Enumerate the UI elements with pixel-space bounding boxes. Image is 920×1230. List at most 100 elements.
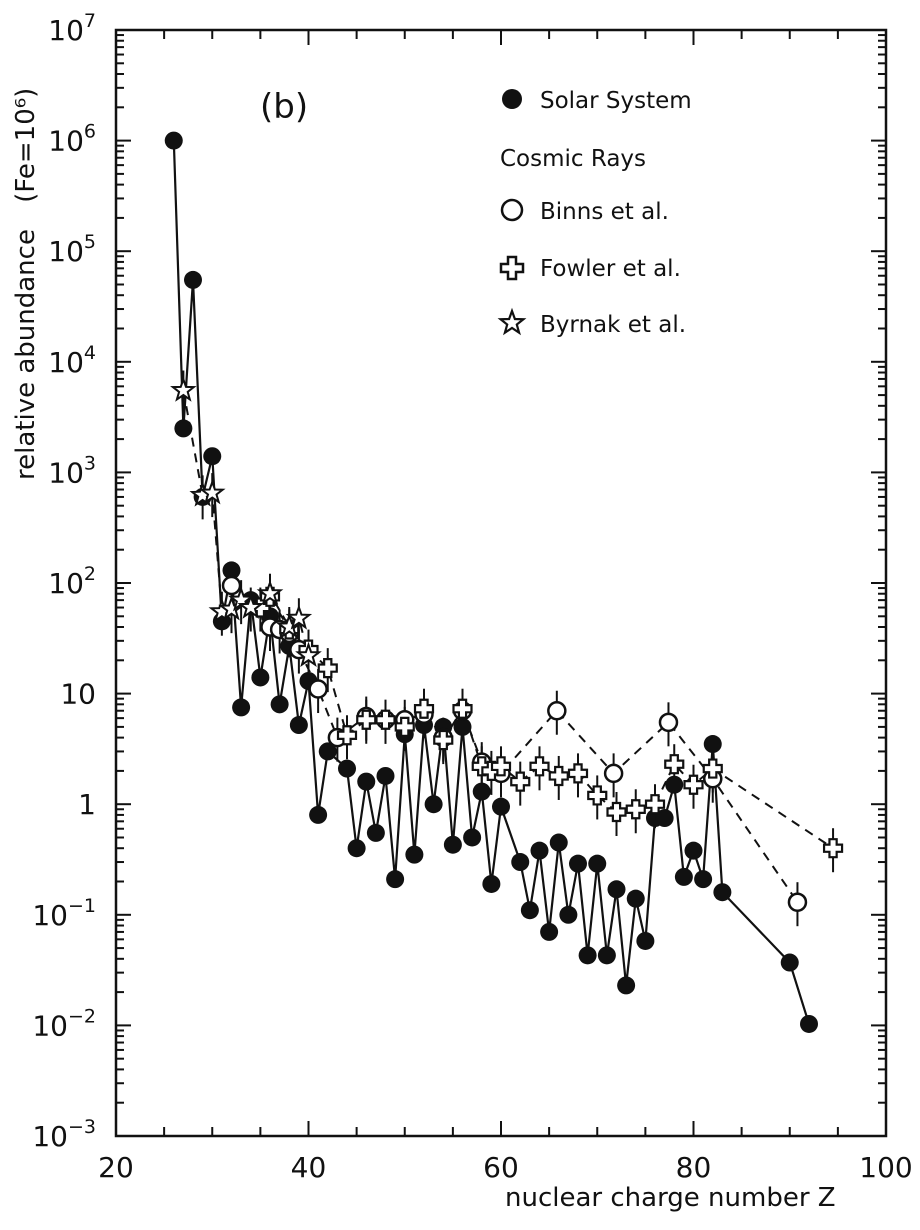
legend-marker-filled-circle	[502, 89, 522, 109]
y-axis-label: relative abundance	[11, 229, 41, 480]
point-solar-system	[203, 447, 222, 466]
y-tick-label: 106	[48, 121, 96, 158]
x-axis-title: nuclear charge number Z	[505, 1183, 836, 1213]
point-solar-system	[569, 854, 587, 873]
point-fowler	[625, 799, 646, 820]
point-solar-system	[463, 828, 482, 847]
point-solar-system	[800, 1014, 818, 1033]
point-solar-system	[540, 922, 559, 941]
y-tick-label: 104	[48, 342, 96, 379]
y-tick-exponent: 3	[84, 452, 96, 474]
x-tick-label: 100	[859, 1151, 912, 1184]
panel-label: (b)	[260, 87, 308, 127]
point-fowler	[664, 754, 685, 775]
x-tick-label: 80	[676, 1151, 712, 1184]
legend-label: Fowler et al.	[540, 256, 681, 282]
point-solar-system	[289, 716, 308, 735]
series-line	[172, 140, 811, 1025]
legend-item-solar-system: Solar System	[502, 88, 692, 114]
point-solar-system	[520, 901, 539, 920]
point-binns	[787, 892, 808, 912]
point-fowler	[822, 838, 844, 859]
x-tick-label: 40	[291, 1151, 327, 1184]
x-tick-label: 60	[483, 1151, 519, 1184]
y-tick-label: 10	[60, 678, 96, 711]
point-solar-system	[626, 889, 645, 908]
point-fowler	[452, 698, 473, 719]
point-solar-system	[270, 695, 289, 714]
point-fowler	[683, 774, 704, 795]
point-solar-system	[511, 853, 530, 872]
point-solar-system	[376, 766, 395, 785]
y-tick-exponent: −3	[68, 1116, 96, 1138]
legend-label: Binns et al.	[540, 199, 669, 225]
legend-item-binns: Binns et al.	[500, 198, 669, 225]
point-fowler	[317, 658, 338, 679]
legend-label: Solar System	[540, 88, 692, 114]
legend-marker-open-cross	[499, 255, 525, 281]
y-tick-exponent: 4	[84, 342, 96, 364]
point-binns	[603, 763, 624, 784]
y-tick-label: 107	[48, 10, 96, 47]
data-points	[164, 131, 844, 1033]
point-solar-system	[655, 809, 674, 828]
point-solar-system	[366, 823, 385, 842]
point-solar-system	[549, 833, 568, 852]
point-fowler	[702, 758, 723, 779]
point-fowler	[356, 709, 377, 730]
point-fowler	[567, 763, 589, 784]
point-fowler	[529, 756, 550, 777]
point-solar-system	[492, 797, 510, 816]
y-tick-base: 10	[32, 899, 68, 932]
y-tick-exponent: 5	[84, 231, 96, 253]
point-binns	[658, 712, 679, 733]
point-byrnak	[256, 579, 284, 605]
y-tick-label: 102	[48, 563, 96, 600]
point-solar-system	[184, 270, 202, 289]
point-fowler	[433, 729, 454, 751]
y-tick-exponent: 6	[84, 121, 96, 143]
point-solar-system	[222, 561, 241, 580]
point-solar-system	[694, 870, 713, 889]
point-byrnak	[237, 593, 265, 619]
axis-ticks	[115, 29, 887, 1137]
y-tick-label: 10−3	[32, 1116, 96, 1153]
point-solar-system	[443, 835, 462, 854]
y-tick-exponent: −1	[68, 895, 96, 917]
point-solar-system	[713, 883, 732, 902]
point-solar-system	[453, 717, 472, 736]
point-solar-system	[338, 759, 356, 778]
y-tick-label: 10−2	[32, 1005, 96, 1042]
point-fowler	[413, 698, 435, 719]
point-fowler	[644, 794, 666, 815]
point-solar-system	[597, 946, 616, 965]
point-fowler	[490, 756, 512, 777]
point-fowler	[336, 725, 358, 746]
legend: Solar System Cosmic Rays Binns et al. Fo…	[497, 88, 692, 338]
point-solar-system	[665, 775, 684, 794]
y-tick-exponent: −2	[68, 1005, 96, 1027]
point-solar-system	[588, 854, 607, 873]
point-solar-system	[424, 795, 443, 814]
y-tick-label: 105	[48, 231, 96, 268]
y-tick-base: 10	[48, 125, 84, 158]
point-solar-system	[386, 870, 405, 889]
y-tick-base: 10	[48, 235, 84, 268]
legend-marker-open-star	[497, 307, 527, 336]
y-axis-unit: (Fe=10⁶)	[11, 88, 41, 203]
legend-item-byrnak: Byrnak et al.	[497, 307, 686, 338]
point-binns	[221, 575, 242, 596]
point-fowler	[375, 709, 396, 730]
point-solar-system	[684, 841, 703, 860]
point-solar-system	[347, 839, 366, 858]
y-tick-base: 10	[48, 456, 84, 489]
legend-marker-open-circle	[500, 198, 524, 222]
point-solar-system	[607, 880, 626, 899]
y-tick-base: 10	[48, 14, 84, 47]
point-solar-system	[780, 953, 799, 972]
point-solar-system	[164, 131, 183, 150]
point-fowler	[606, 801, 627, 823]
point-solar-system	[674, 867, 693, 886]
